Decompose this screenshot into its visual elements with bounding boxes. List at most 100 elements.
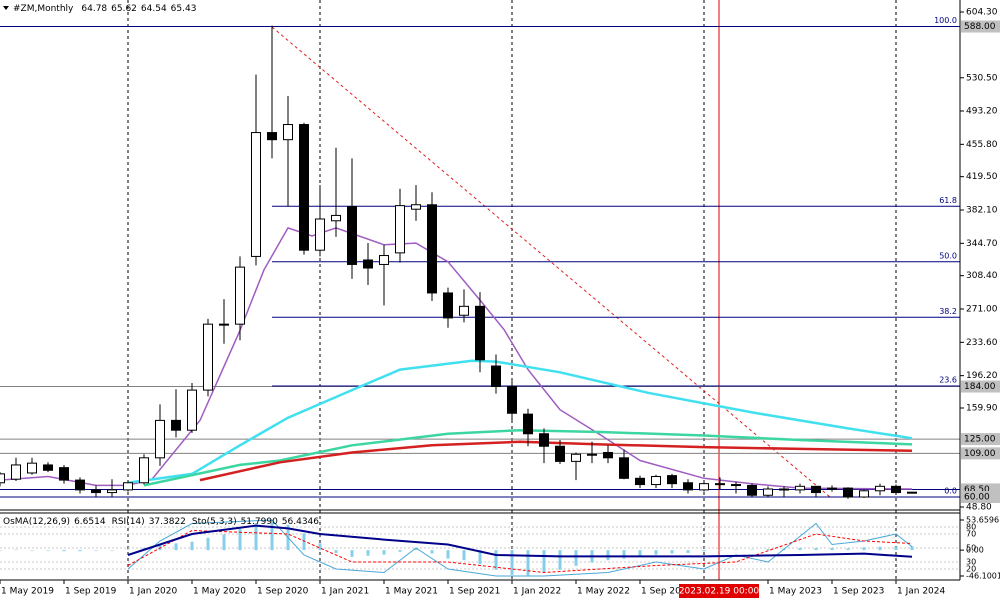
ohlc-value: 65.62 <box>111 4 137 14</box>
rsi-name: RSI(14) <box>112 517 145 527</box>
level-label: 109.00 <box>964 449 996 459</box>
candle-body <box>427 204 437 294</box>
candle-body <box>331 214 341 222</box>
candle-body <box>139 457 149 484</box>
y-tick-label: 455.80 <box>966 140 998 150</box>
candle-body <box>811 485 821 494</box>
osma-bar <box>830 547 834 551</box>
osma-bar <box>446 550 450 559</box>
candle-body <box>315 218 325 251</box>
indicator-header: OsMA(12,26,9) 6.6514 RSI(14) 37.3822 Sto(5,3… <box>3 517 319 527</box>
candle-body <box>763 488 773 496</box>
candle-body <box>747 484 757 496</box>
osma-bar <box>494 550 498 570</box>
candle-body <box>251 132 261 257</box>
x-tick-label: 1 Sep 2020 <box>257 587 309 597</box>
candle-body <box>267 132 277 141</box>
osma-bar <box>14 549 18 551</box>
y-tick-label: 344.70 <box>966 239 998 249</box>
osma-bar <box>462 550 466 561</box>
osc-tick-label: 20 <box>966 565 976 574</box>
stochastic-line <box>127 519 913 577</box>
osma-bar <box>366 550 370 556</box>
x-tick-label: 1 Jan 2022 <box>513 587 561 597</box>
x-tick-label: 1 May 2019 <box>1 587 54 597</box>
candle-body <box>507 386 517 414</box>
candle-body <box>283 124 293 141</box>
osma-bar <box>558 550 562 570</box>
x-tick-label: 1 Jan 2021 <box>321 587 369 597</box>
osma-tick-label: 0.00 <box>966 546 984 555</box>
candle-body <box>91 489 101 494</box>
moving-average <box>127 359 913 485</box>
candle-body <box>443 292 453 319</box>
level-label-box <box>961 491 1000 504</box>
osma-bar <box>622 550 626 559</box>
osc-tick-label: 80 <box>966 523 976 532</box>
stochastic-main-value: 51.7990 <box>241 517 278 527</box>
candle-body <box>123 482 133 491</box>
y-tick-label: 308.40 <box>966 271 998 281</box>
candle-body <box>363 259 373 269</box>
osma-bar <box>574 550 578 566</box>
x-tick-label: 1 Sep 2021 <box>449 587 500 597</box>
osma-bar <box>350 550 354 557</box>
candle-body <box>827 487 837 490</box>
crosshair-label: 2023.02.19 00:00 <box>679 587 760 597</box>
level-label: 588.00 <box>964 22 996 32</box>
y-tick-label: 196.20 <box>966 371 998 381</box>
osc-tick-label: 70 <box>966 530 976 539</box>
stochastic-name: Sto(5,3,3) <box>192 517 237 527</box>
candle-body <box>619 457 629 479</box>
osma-bar <box>46 550 50 551</box>
osc-tick-label: 30 <box>966 558 976 567</box>
osma-bar <box>30 550 34 551</box>
fib-label: 61.8 <box>939 196 957 205</box>
osma-bar <box>94 550 98 551</box>
candle-body <box>411 204 421 210</box>
fib-label: 50.0 <box>939 251 957 260</box>
x-tick-label: 1 Jan 2020 <box>129 587 177 597</box>
candle-body <box>75 479 85 491</box>
level-label: 184.00 <box>964 382 996 392</box>
y-tick-label: 233.60 <box>966 338 998 348</box>
fib-label: 100.0 <box>934 16 957 25</box>
stochastic-line <box>127 529 913 574</box>
osma-bar <box>606 550 610 561</box>
level-label-box <box>961 447 1000 460</box>
y-tick-label: 271.00 <box>966 305 998 315</box>
candle-body <box>27 462 37 474</box>
candle-body <box>219 323 229 326</box>
osma-bar <box>718 550 722 551</box>
osma-bar <box>750 549 754 551</box>
osma-bar <box>766 548 770 551</box>
osma-bar <box>398 550 402 552</box>
osma-bar <box>478 550 482 565</box>
osma-bar <box>78 550 82 552</box>
osma-bar <box>0 550 2 551</box>
level-label-box <box>961 20 1000 33</box>
level-label: 68.50 <box>964 485 990 495</box>
candle-body <box>587 453 597 456</box>
osma-bar <box>174 543 178 551</box>
osma-bar <box>110 550 114 551</box>
candle-body <box>683 482 693 491</box>
level-label: 125.00 <box>964 435 996 445</box>
osma-bar <box>654 550 658 555</box>
x-tick-label: 1 May 2021 <box>385 587 438 597</box>
osma-bar <box>302 533 306 551</box>
y-tick-label: 382.10 <box>966 206 998 216</box>
candle-body <box>0 473 5 484</box>
osma-bar <box>862 547 866 551</box>
osma-bar <box>206 537 210 551</box>
ohlc-value: 65.43 <box>171 4 197 14</box>
x-tick-label: 1 Sep 2023 <box>833 587 884 597</box>
menu-triangle[interactable] <box>3 6 9 10</box>
crosshair-label-box <box>679 584 759 598</box>
candle-body <box>395 205 405 254</box>
x-tick-label: 1 May 2022 <box>577 587 630 597</box>
candle-body <box>843 487 853 498</box>
osma-bar <box>254 523 258 551</box>
candle-body <box>891 485 901 494</box>
